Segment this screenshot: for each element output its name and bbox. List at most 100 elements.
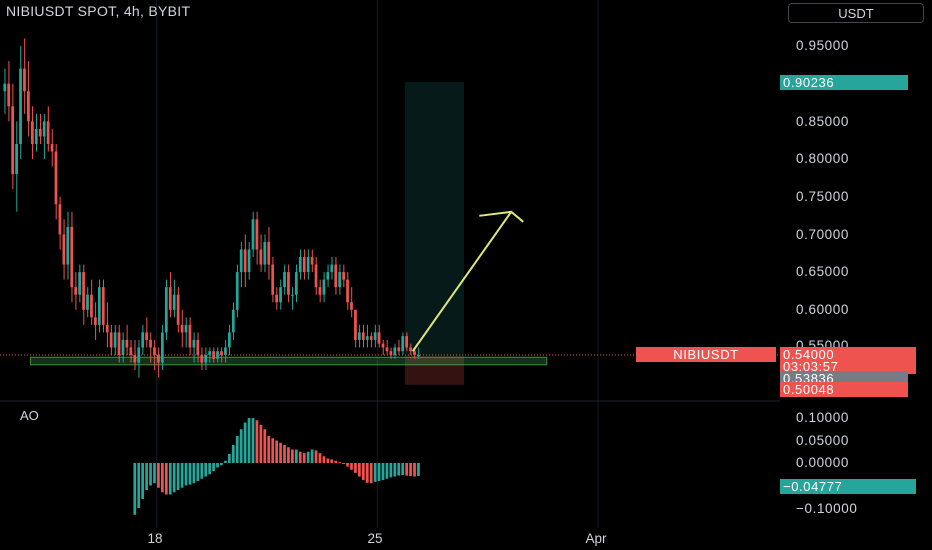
candle xyxy=(365,324,369,348)
price-tick-label: 0.65000 xyxy=(796,264,849,279)
symbol-price-tag: NIBIUSDT xyxy=(636,347,776,362)
candle xyxy=(377,324,381,348)
candle xyxy=(161,324,164,371)
candle xyxy=(133,339,137,371)
candle-body xyxy=(354,309,357,340)
candle xyxy=(11,83,15,190)
candle xyxy=(322,272,326,303)
ao-bar xyxy=(405,463,409,476)
ao-bar xyxy=(275,440,278,463)
candle xyxy=(409,343,412,355)
ao-bar xyxy=(393,463,397,477)
candle-body xyxy=(27,91,30,122)
candle-body xyxy=(235,272,239,310)
ao-bar xyxy=(397,463,401,476)
candle-body xyxy=(70,226,74,288)
ao-histogram-layer xyxy=(133,418,420,515)
candle xyxy=(267,226,271,280)
candle xyxy=(220,347,223,363)
target-price-tag: 0.90236 xyxy=(780,75,908,90)
candle xyxy=(42,113,46,160)
candle-body xyxy=(271,264,275,295)
candle xyxy=(354,309,357,348)
candle-body xyxy=(283,272,286,288)
candle-body xyxy=(86,294,89,310)
last-price-tag: 0.54000 xyxy=(780,347,916,362)
candle xyxy=(318,279,322,303)
candle-body xyxy=(94,317,97,325)
candle-body xyxy=(129,347,133,355)
candle xyxy=(358,324,361,348)
candle-body xyxy=(247,249,251,273)
candle xyxy=(66,211,70,280)
candle xyxy=(62,219,66,280)
ao-bar xyxy=(346,463,349,467)
ao-bar xyxy=(267,436,271,463)
ao-bar xyxy=(192,463,196,484)
ao-bar xyxy=(342,463,345,464)
candle-body xyxy=(62,234,66,265)
ao-bar xyxy=(271,438,275,463)
candle-body xyxy=(393,347,397,355)
candle xyxy=(54,143,58,220)
candle-body xyxy=(342,272,345,280)
candle xyxy=(334,257,338,295)
candle xyxy=(3,68,7,114)
candle xyxy=(361,324,365,348)
ao-bar xyxy=(409,463,412,477)
candle-body xyxy=(381,343,385,348)
ao-value-tag: −0.04777 xyxy=(780,479,916,494)
projection-arrow-head xyxy=(479,210,524,223)
candle xyxy=(94,302,97,340)
candle-body xyxy=(413,351,416,355)
candle-body xyxy=(7,83,11,107)
candle-body xyxy=(334,264,338,288)
candle-body xyxy=(30,121,34,144)
ao-bar xyxy=(172,463,176,493)
candle xyxy=(231,302,235,340)
ao-bar xyxy=(149,463,152,486)
ao-bar xyxy=(389,463,393,478)
time-tick-label: 18 xyxy=(147,531,163,546)
candle xyxy=(212,347,215,363)
candle xyxy=(180,309,184,348)
candle xyxy=(405,332,409,352)
countdown-tag: 03:03:57 xyxy=(780,359,916,374)
candle xyxy=(389,347,393,359)
ao-bar xyxy=(326,458,330,463)
candle xyxy=(216,347,219,363)
candle-body xyxy=(168,287,172,310)
candle-body xyxy=(231,309,235,333)
ao-bar xyxy=(208,463,212,475)
ao-bar xyxy=(373,463,377,482)
ao-bar xyxy=(176,463,180,490)
currency-button[interactable]: USDT xyxy=(788,3,924,23)
candle xyxy=(275,287,278,310)
candle-body xyxy=(172,294,176,310)
candle xyxy=(125,324,129,355)
candle xyxy=(109,324,113,355)
candle xyxy=(121,332,125,363)
ao-tick-label: −0.10000 xyxy=(796,501,858,516)
candle xyxy=(306,249,310,280)
candle xyxy=(239,241,243,288)
candle xyxy=(19,46,22,160)
candle-body xyxy=(38,128,42,137)
ao-bar xyxy=(157,463,160,488)
projection-arrow-line xyxy=(411,211,513,352)
candle-body xyxy=(82,272,85,310)
candle xyxy=(291,287,294,310)
indicator-label[interactable]: AO xyxy=(20,408,39,423)
candle xyxy=(176,287,180,333)
candle xyxy=(74,272,78,310)
candle xyxy=(30,106,34,160)
ao-bar xyxy=(413,463,416,477)
ao-bar xyxy=(283,445,286,463)
candle-body xyxy=(101,287,105,325)
ao-bar xyxy=(381,463,385,481)
candle-body xyxy=(373,332,377,340)
candle xyxy=(117,324,121,363)
ao-bar xyxy=(330,459,334,463)
